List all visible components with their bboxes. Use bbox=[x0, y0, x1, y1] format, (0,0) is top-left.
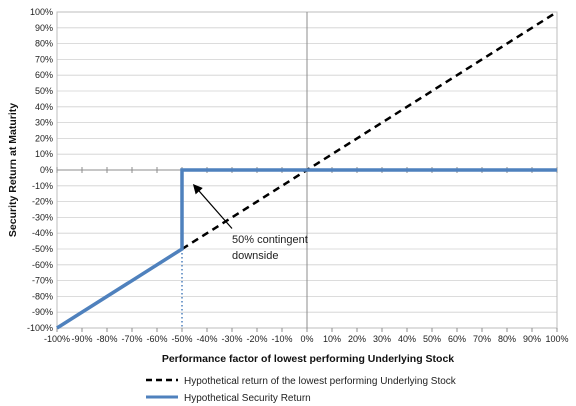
legend: Hypothetical return of the lowest perfor… bbox=[146, 376, 457, 404]
x-tick-label: 60% bbox=[448, 334, 466, 344]
y-tick-label: -80% bbox=[32, 291, 53, 301]
x-tick-label: 70% bbox=[473, 334, 491, 344]
y-tick-label: -100% bbox=[27, 323, 53, 333]
x-tick-label: -80% bbox=[96, 334, 117, 344]
x-tick-label: 30% bbox=[373, 334, 391, 344]
y-tick-label: 50% bbox=[35, 86, 53, 96]
y-tick-label: -60% bbox=[32, 260, 53, 270]
x-tick-label: -100% bbox=[44, 334, 70, 344]
x-tick-label: -20% bbox=[246, 334, 267, 344]
y-tick-label: 80% bbox=[35, 39, 53, 49]
annotation-line-1: 50% contingent bbox=[232, 234, 308, 246]
y-tick-label: 30% bbox=[35, 118, 53, 128]
y-tick-label: 20% bbox=[35, 133, 53, 143]
x-tick-label: 40% bbox=[398, 334, 416, 344]
x-tick-label: -90% bbox=[71, 334, 92, 344]
tick-labels: 100% 90% 80% 70% 60% 50% 40% 30% 20% 10% 0% -10% -20… bbox=[27, 7, 569, 344]
series-line-stock-return bbox=[181, 10, 558, 251]
x-tick-label: 100% bbox=[545, 334, 568, 344]
y-tick-label: -70% bbox=[32, 276, 53, 286]
y-tick-label: 60% bbox=[35, 70, 53, 80]
annotation-line-2: downside bbox=[232, 250, 278, 262]
x-tick-label: -60% bbox=[146, 334, 167, 344]
series-line-security-return bbox=[56, 168, 557, 330]
x-tick-label: 50% bbox=[423, 334, 441, 344]
y-tick-label: 70% bbox=[35, 54, 53, 64]
annotation-arrow bbox=[192, 183, 233, 229]
y-axis-title: Security Return at Maturity bbox=[7, 103, 19, 237]
series-lines bbox=[56, 10, 558, 330]
y-tick-label: -30% bbox=[32, 212, 53, 222]
x-tick-label: -70% bbox=[121, 334, 142, 344]
x-tick-label: 10% bbox=[323, 334, 341, 344]
x-tick-label: 0% bbox=[300, 334, 313, 344]
x-tick-label: -10% bbox=[271, 334, 292, 344]
x-tick-label: 90% bbox=[523, 334, 541, 344]
x-tick-label: -50% bbox=[171, 334, 192, 344]
x-tick-label: 80% bbox=[498, 334, 516, 344]
y-tick-label: -50% bbox=[32, 244, 53, 254]
y-tick-label: 10% bbox=[35, 149, 53, 159]
y-tick-label: -20% bbox=[32, 197, 53, 207]
y-tick-label: 40% bbox=[35, 102, 53, 112]
annotation: 50% contingent downside bbox=[192, 183, 308, 262]
legend-label-security: Hypothetical Security Return bbox=[184, 393, 311, 404]
x-tick-label: 20% bbox=[348, 334, 366, 344]
y-tick-label: -90% bbox=[32, 307, 53, 317]
x-tick-label: -40% bbox=[196, 334, 217, 344]
y-tick-label: -10% bbox=[32, 181, 53, 191]
legend-label-stock: Hypothetical return of the lowest perfor… bbox=[184, 376, 457, 387]
x-axis-title: Performance factor of lowest performing … bbox=[162, 353, 454, 365]
y-tick-label: -40% bbox=[32, 228, 53, 238]
x-tick-label: -30% bbox=[221, 334, 242, 344]
y-tick-label: 90% bbox=[35, 23, 53, 33]
y-tick-label: 100% bbox=[30, 7, 53, 17]
y-tick-label: 0% bbox=[40, 165, 53, 175]
